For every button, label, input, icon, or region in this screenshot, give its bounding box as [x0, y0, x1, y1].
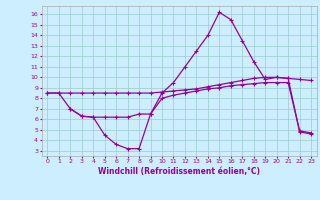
X-axis label: Windchill (Refroidissement éolien,°C): Windchill (Refroidissement éolien,°C)	[98, 167, 260, 176]
